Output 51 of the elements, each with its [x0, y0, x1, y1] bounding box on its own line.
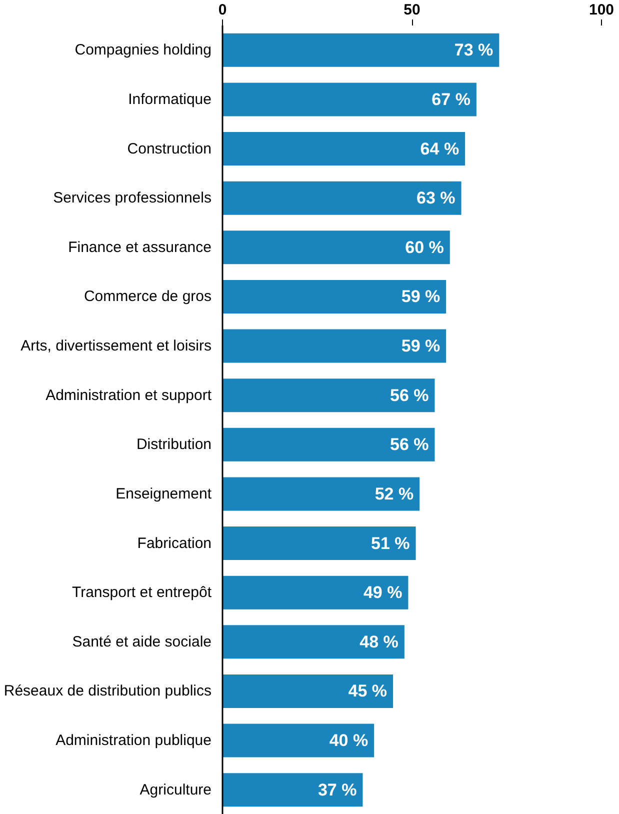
y-tick-label: Informatique: [128, 90, 212, 108]
y-tick-label: Santé et aide sociale: [72, 633, 212, 650]
bar: [222, 625, 404, 659]
y-tick-label: Compagnies holding: [74, 42, 212, 59]
bar: [222, 82, 476, 116]
data-label: 73 %: [454, 40, 494, 60]
bar: [222, 773, 363, 807]
data-label: 67 %: [432, 90, 470, 109]
y-tick-label: Administration publique: [56, 732, 212, 750]
y-tick-label: Services professionnels: [53, 190, 212, 207]
y-tick-label: Réseaux de distribution publics: [4, 682, 212, 700]
x-tick-label: 50: [404, 2, 420, 18]
y-tick-label: Agriculture: [140, 781, 212, 798]
data-label: 45 %: [348, 682, 388, 701]
y-tick-label: Enseignement: [116, 485, 212, 502]
bar: [222, 33, 500, 67]
y-tick-label: Administration et support: [46, 386, 212, 404]
data-label: 59 %: [401, 336, 440, 356]
data-label: 49 %: [363, 583, 402, 602]
bar: [222, 428, 435, 462]
y-tick-label: Finance et assurance: [68, 238, 212, 256]
y-tick-label: Distribution: [136, 436, 212, 454]
bar: [222, 526, 416, 560]
data-label: 52 %: [374, 484, 414, 504]
bar: [222, 674, 394, 708]
bar: [222, 132, 466, 166]
bar: [222, 230, 450, 264]
y-tick-label: Arts, divertissement et loisirs: [20, 338, 212, 355]
bar: [222, 477, 420, 511]
data-label: 63 %: [416, 188, 456, 208]
bar: [222, 280, 446, 314]
data-label: 37 %: [318, 780, 357, 800]
data-label: 40 %: [329, 731, 368, 750]
y-tick-label: Transport et entrepôt: [72, 584, 212, 602]
bar: [222, 181, 462, 215]
y-tick-label: Fabrication: [137, 534, 212, 552]
x-tick-label: 100: [588, 2, 614, 18]
data-label: 51 %: [371, 534, 410, 553]
bar: [222, 378, 435, 412]
bar: [222, 724, 374, 758]
bar: [222, 329, 446, 363]
data-label: 59 %: [401, 287, 440, 306]
data-label: 48 %: [360, 632, 398, 652]
data-label: 56 %: [390, 435, 429, 454]
data-label: 64 %: [420, 139, 460, 158]
data-label: 56 %: [390, 386, 429, 405]
y-tick-label: Commerce de gros: [84, 288, 212, 306]
bar: [222, 576, 408, 610]
x-tick-label: 0: [218, 2, 227, 18]
y-tick-label: Construction: [127, 140, 212, 158]
data-label: 60 %: [405, 238, 444, 257]
